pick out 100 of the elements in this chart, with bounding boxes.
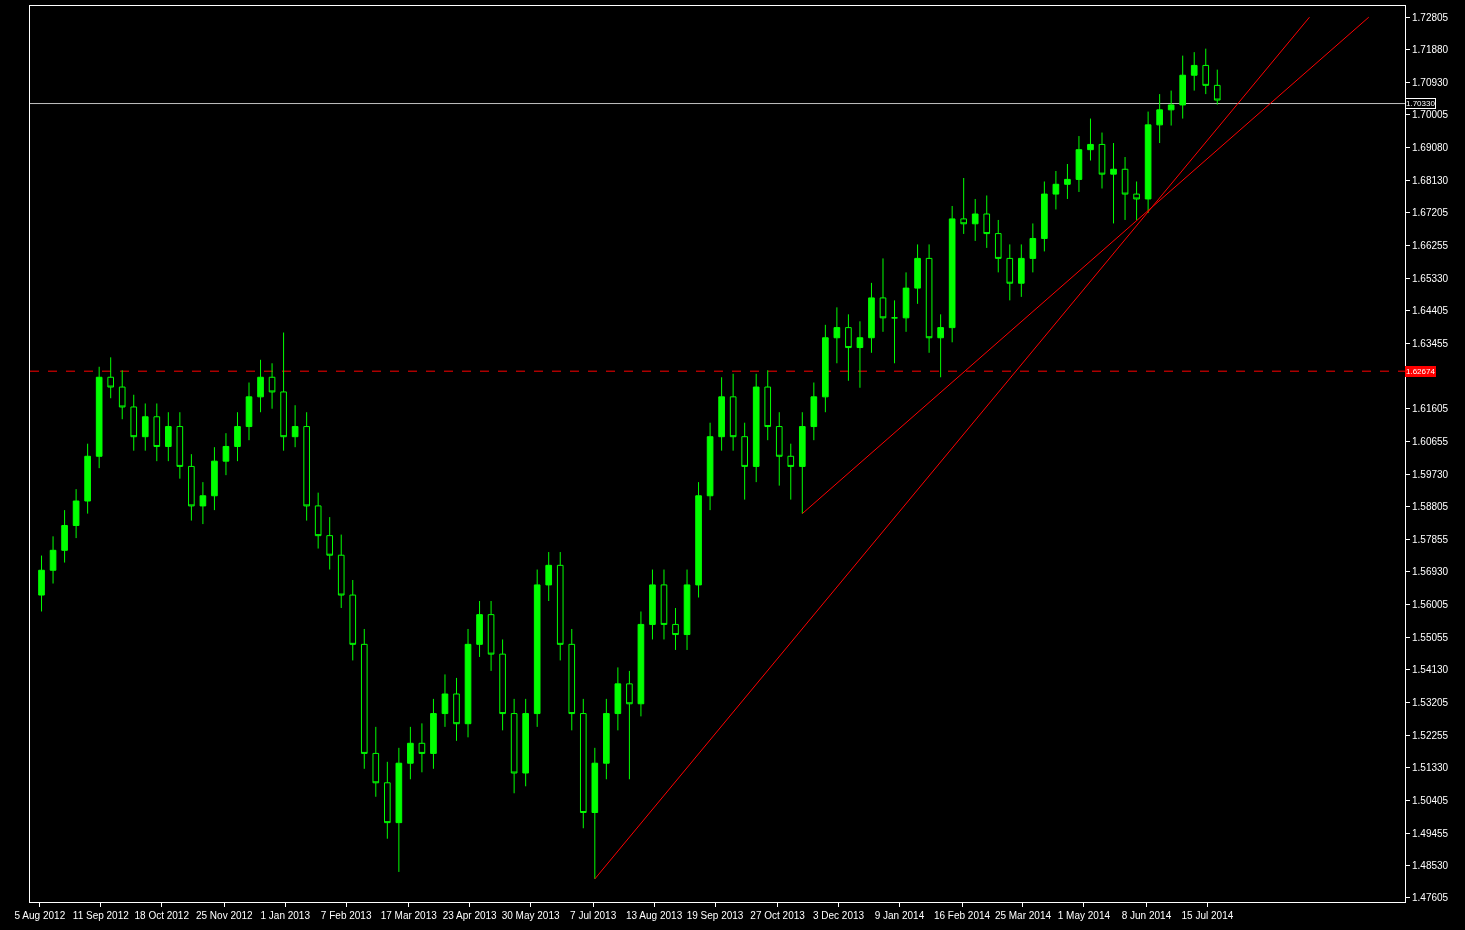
candlestick (349, 579, 357, 661)
candlestick (775, 411, 783, 487)
x-tick-label: 3 Dec 2013 (812, 910, 865, 921)
candlestick (1052, 170, 1060, 210)
y-tick-label: 1.48530 (1412, 860, 1449, 872)
candlestick (579, 698, 587, 829)
y-tick-label: 1.61605 (1412, 403, 1449, 415)
x-tick-label: 16 Feb 2014 (933, 910, 991, 921)
candlestick (810, 382, 818, 441)
candlestick (660, 569, 668, 640)
y-tick-label: 1.52255 (1412, 729, 1449, 741)
y-tick-label: 1.49455 (1412, 827, 1449, 839)
y-tick-label: 1.72805 (1412, 11, 1449, 23)
y-tick-label: 1.50405 (1412, 794, 1449, 806)
candlestick (257, 359, 264, 413)
candlestick (268, 362, 276, 410)
candlestick (314, 492, 322, 550)
y-tick-label: 1.55055 (1412, 632, 1449, 644)
candlestick (603, 698, 610, 780)
x-tick-label: 7 Feb 2013 (320, 910, 372, 921)
candlestick (925, 243, 933, 354)
candlestick (1087, 118, 1094, 162)
x-tick-label: 30 May 2013 (501, 910, 560, 921)
candlestick (453, 677, 460, 742)
candlestick (384, 761, 391, 840)
x-tick-label: 25 Nov 2012 (195, 910, 254, 921)
candlestick (948, 205, 956, 343)
candlestick (245, 382, 253, 441)
y-tick-label: 1.56005 (1412, 598, 1449, 610)
candlestick (672, 607, 679, 651)
candlestick (695, 481, 702, 599)
candlestick (407, 726, 414, 780)
y-tick-label: 1.70005 (1412, 109, 1449, 121)
y-tick-label: 1.70930 (1412, 77, 1449, 89)
candlestick (360, 628, 368, 770)
y-tick-label: 1.71880 (1412, 43, 1449, 55)
candlestick (395, 747, 403, 873)
candlestick (476, 600, 483, 658)
candlestick (61, 509, 68, 564)
y-tick-label: 1.59730 (1412, 468, 1449, 480)
candlestick (303, 411, 310, 522)
y-tick-label: 1.57855 (1412, 534, 1449, 546)
candlestick (960, 177, 968, 235)
candlestick (902, 271, 910, 333)
y-tick-label: 1.58805 (1412, 500, 1449, 512)
candlestick (95, 366, 103, 469)
candlestick (614, 666, 622, 731)
candlestick (176, 411, 184, 480)
candlestick (372, 726, 380, 798)
candlestick (291, 404, 299, 448)
y-tick-label: 1.56930 (1412, 566, 1449, 578)
candlestick (971, 198, 979, 242)
x-tick-label: 15 Jul 2014 (1181, 910, 1234, 921)
candlestick (1190, 51, 1198, 92)
candlestick (72, 488, 80, 539)
candlestick (499, 638, 506, 731)
candlestick (868, 282, 875, 354)
candlestick (1064, 163, 1071, 200)
candlestick (510, 698, 518, 794)
candlestick (798, 411, 806, 515)
candlestick (1006, 243, 1014, 301)
candlestick (718, 376, 725, 452)
candlestick (326, 516, 334, 571)
y-tick-label: 1.67205 (1412, 207, 1449, 219)
y-tick-label: 1.63455 (1412, 338, 1449, 350)
candlestick (937, 313, 944, 378)
candlestick (441, 673, 449, 728)
candlestick (533, 569, 541, 728)
candlestick (626, 670, 633, 780)
y-tick-label: 1.60655 (1412, 436, 1449, 448)
candlestick (188, 453, 195, 522)
candlestick (430, 698, 437, 770)
y-tick-label: 1.64405 (1412, 305, 1449, 317)
x-tick-label: 27 Oct 2013 (750, 910, 806, 921)
candlestick (1133, 180, 1140, 221)
x-tick-label: 13 Aug 2013 (626, 910, 683, 921)
candlestick (522, 698, 529, 787)
candlestick (1017, 243, 1025, 298)
y-tick-label: 1.51330 (1412, 762, 1449, 774)
y-tick-label: 1.68130 (1412, 174, 1449, 186)
candlestick (845, 313, 852, 382)
candlestick (556, 551, 564, 661)
candlestick (1213, 69, 1221, 106)
candlestick (545, 551, 553, 602)
candlestick (914, 243, 921, 305)
candlestick (141, 402, 149, 452)
y-tick-label: 1.54130 (1412, 664, 1449, 676)
y-tick-label: 1.66255 (1412, 240, 1449, 252)
candlestick (211, 446, 218, 511)
candlestick (637, 610, 645, 717)
candlestick (38, 555, 45, 612)
candlestick (764, 369, 772, 441)
candlestick (337, 534, 345, 609)
candlestick (234, 411, 241, 462)
candlestick (994, 219, 1002, 273)
candlestick (833, 306, 841, 364)
candlestick (1202, 48, 1210, 95)
candlestick (84, 443, 91, 515)
x-tick-label: 1 Jan 2013 (260, 910, 311, 921)
candlestick (130, 394, 138, 452)
